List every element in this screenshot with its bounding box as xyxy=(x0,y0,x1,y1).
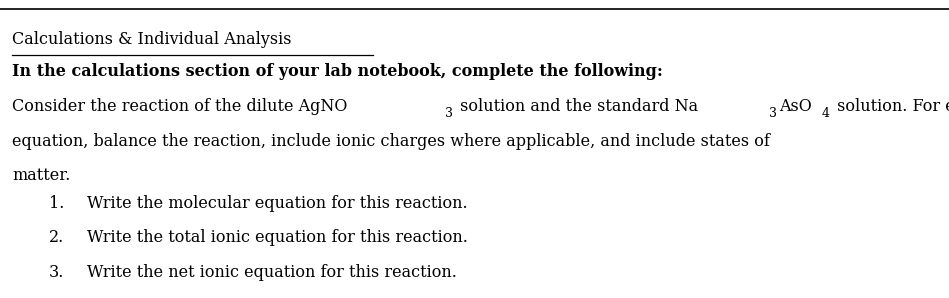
Text: 1.: 1. xyxy=(49,195,65,212)
Text: 4: 4 xyxy=(822,107,829,120)
Text: Calculations & Individual Analysis: Calculations & Individual Analysis xyxy=(12,31,292,48)
Text: Write the molecular equation for this reaction.: Write the molecular equation for this re… xyxy=(87,195,468,212)
Text: solution and the standard Na: solution and the standard Na xyxy=(456,98,698,115)
Text: solution. For each: solution. For each xyxy=(832,98,949,115)
Text: 3: 3 xyxy=(445,107,453,120)
Text: equation, balance the reaction, include ionic charges where applicable, and incl: equation, balance the reaction, include … xyxy=(12,133,771,150)
Text: 3.: 3. xyxy=(49,264,65,281)
Text: AsO: AsO xyxy=(779,98,812,115)
Text: Consider the reaction of the dilute AgNO: Consider the reaction of the dilute AgNO xyxy=(12,98,347,115)
Text: Write the net ionic equation for this reaction.: Write the net ionic equation for this re… xyxy=(87,264,457,281)
Text: In the calculations section of your lab notebook, complete the following:: In the calculations section of your lab … xyxy=(12,63,663,80)
Text: 3: 3 xyxy=(769,107,777,120)
Text: 2.: 2. xyxy=(49,229,65,246)
Text: matter.: matter. xyxy=(12,167,71,184)
Text: Write the total ionic equation for this reaction.: Write the total ionic equation for this … xyxy=(87,229,468,246)
